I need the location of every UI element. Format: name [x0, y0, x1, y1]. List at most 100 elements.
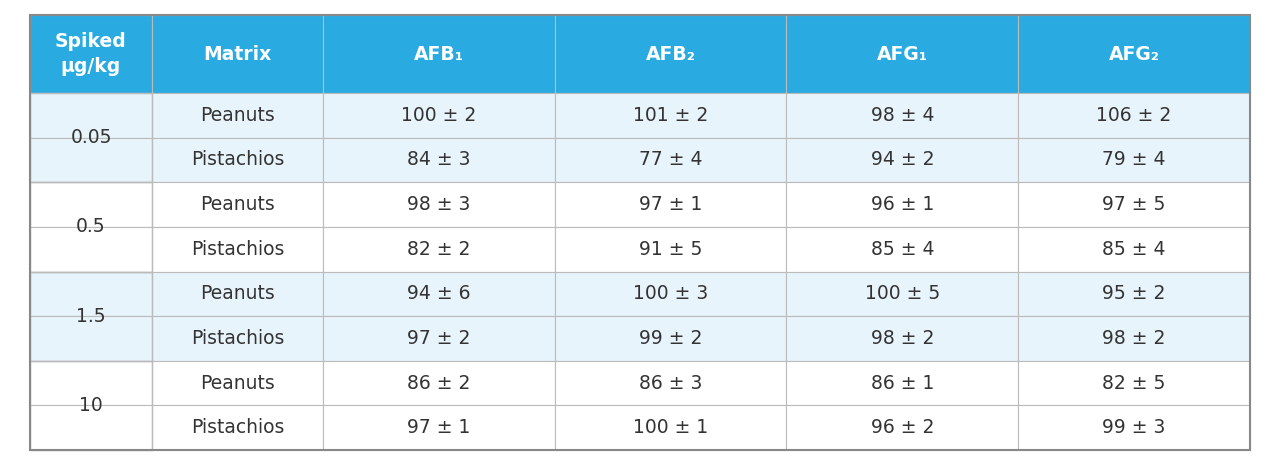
Text: Peanuts: Peanuts: [200, 373, 275, 392]
Bar: [1018, 227, 1251, 272]
Bar: [29, 93, 152, 138]
Text: Pistachios: Pistachios: [191, 329, 284, 348]
Bar: [323, 316, 554, 361]
Text: 100 ± 2: 100 ± 2: [401, 106, 476, 125]
Text: 95 ± 2: 95 ± 2: [1102, 284, 1166, 303]
Text: 100 ± 1: 100 ± 1: [632, 418, 708, 437]
Bar: [323, 361, 554, 405]
Text: 99 ± 3: 99 ± 3: [1102, 418, 1166, 437]
Bar: [786, 405, 1018, 450]
Text: 10: 10: [79, 396, 102, 415]
Text: Peanuts: Peanuts: [200, 106, 275, 125]
Bar: [554, 182, 786, 227]
Text: 98 ± 2: 98 ± 2: [870, 329, 934, 348]
Text: 99 ± 2: 99 ± 2: [639, 329, 703, 348]
Text: 86 ± 2: 86 ± 2: [407, 373, 470, 392]
Text: 98 ± 2: 98 ± 2: [1102, 329, 1166, 348]
Text: 97 ± 1: 97 ± 1: [407, 418, 470, 437]
Text: 85 ± 4: 85 ± 4: [870, 239, 934, 259]
Bar: [323, 227, 554, 272]
Bar: [29, 361, 152, 405]
Bar: [29, 405, 152, 450]
Bar: [786, 138, 1018, 182]
Text: 94 ± 2: 94 ± 2: [870, 151, 934, 169]
Text: Peanuts: Peanuts: [200, 284, 275, 303]
Bar: [152, 405, 323, 450]
Text: 79 ± 4: 79 ± 4: [1102, 151, 1166, 169]
Text: AFB₁: AFB₁: [413, 45, 463, 64]
Bar: [786, 93, 1018, 138]
Bar: [554, 361, 786, 405]
Text: Matrix: Matrix: [204, 45, 271, 64]
Text: 82 ± 5: 82 ± 5: [1102, 373, 1166, 392]
Text: Pistachios: Pistachios: [191, 151, 284, 169]
Text: AFG₂: AFG₂: [1108, 45, 1160, 64]
Text: 86 ± 1: 86 ± 1: [870, 373, 934, 392]
Text: 84 ± 3: 84 ± 3: [407, 151, 471, 169]
Bar: [29, 93, 152, 182]
Bar: [1018, 15, 1251, 93]
Text: 101 ± 2: 101 ± 2: [632, 106, 708, 125]
Bar: [554, 316, 786, 361]
Text: 0.05: 0.05: [70, 128, 111, 147]
Bar: [1018, 93, 1251, 138]
Bar: [29, 316, 152, 361]
Bar: [323, 138, 554, 182]
Bar: [786, 15, 1018, 93]
Bar: [786, 361, 1018, 405]
Bar: [323, 93, 554, 138]
Text: 94 ± 6: 94 ± 6: [407, 284, 471, 303]
Bar: [786, 272, 1018, 316]
Bar: [323, 15, 554, 93]
Bar: [29, 272, 152, 361]
Text: 91 ± 5: 91 ± 5: [639, 239, 703, 259]
Text: Pistachios: Pistachios: [191, 418, 284, 437]
Text: 77 ± 4: 77 ± 4: [639, 151, 703, 169]
Text: 82 ± 2: 82 ± 2: [407, 239, 470, 259]
Text: 106 ± 2: 106 ± 2: [1097, 106, 1171, 125]
Bar: [29, 138, 152, 182]
Bar: [554, 93, 786, 138]
Text: 1.5: 1.5: [77, 306, 106, 325]
Bar: [29, 182, 152, 227]
Bar: [29, 272, 152, 316]
Bar: [29, 227, 152, 272]
Bar: [323, 272, 554, 316]
Text: AFG₁: AFG₁: [877, 45, 928, 64]
Text: 96 ± 2: 96 ± 2: [870, 418, 934, 437]
Bar: [554, 138, 786, 182]
Bar: [554, 405, 786, 450]
Bar: [29, 15, 152, 93]
Text: 97 ± 5: 97 ± 5: [1102, 195, 1166, 214]
Bar: [29, 361, 152, 450]
Bar: [29, 182, 152, 272]
Bar: [554, 227, 786, 272]
Bar: [152, 361, 323, 405]
Bar: [786, 316, 1018, 361]
Bar: [152, 227, 323, 272]
Bar: [1018, 272, 1251, 316]
Text: Spiked
μg/kg: Spiked μg/kg: [55, 32, 127, 76]
Bar: [323, 182, 554, 227]
Bar: [323, 405, 554, 450]
Bar: [786, 227, 1018, 272]
Text: Peanuts: Peanuts: [200, 195, 275, 214]
Text: 100 ± 5: 100 ± 5: [865, 284, 940, 303]
Text: 86 ± 3: 86 ± 3: [639, 373, 703, 392]
Text: AFB₂: AFB₂: [645, 45, 695, 64]
Text: 98 ± 3: 98 ± 3: [407, 195, 470, 214]
Text: 98 ± 4: 98 ± 4: [870, 106, 934, 125]
Bar: [786, 182, 1018, 227]
Bar: [152, 182, 323, 227]
Bar: [1018, 405, 1251, 450]
Text: 85 ± 4: 85 ± 4: [1102, 239, 1166, 259]
Bar: [554, 272, 786, 316]
Bar: [1018, 138, 1251, 182]
Bar: [554, 15, 786, 93]
Bar: [152, 316, 323, 361]
Bar: [152, 93, 323, 138]
Bar: [152, 272, 323, 316]
Bar: [1018, 316, 1251, 361]
Bar: [1018, 182, 1251, 227]
Text: Pistachios: Pistachios: [191, 239, 284, 259]
